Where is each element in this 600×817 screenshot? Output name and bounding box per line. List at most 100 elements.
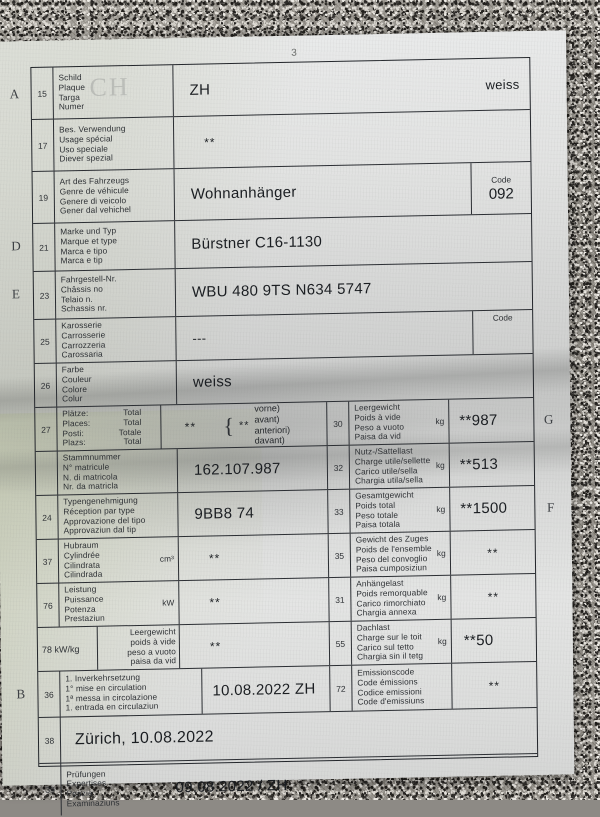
total-weight-cell: 33 Gesamtgewicht Poids total Peso totale… (328, 486, 534, 534)
row-number: 33 (328, 489, 351, 534)
row-number: 78 kW/kg (37, 626, 99, 671)
row-number: 38 (38, 717, 62, 763)
label-rm: Plazs: (62, 437, 86, 448)
top-right-note: weiss (485, 76, 520, 92)
unit-label: kg (437, 591, 447, 602)
unit-label: kg (436, 547, 446, 558)
label-rm: Code d'emissiuns (357, 695, 425, 707)
unit-label: cm³ (159, 552, 174, 564)
row-value-power-weight: ** (209, 638, 222, 654)
payload-cell: 32 Nutz-/Sattellast Charge utile/sellett… (327, 442, 534, 490)
row-value-special-use: ** (204, 134, 216, 150)
label-rm: Numer (58, 101, 85, 112)
code-label: Code (491, 173, 512, 185)
row-number: 24 (36, 495, 59, 539)
label-rm: Chargia sin il tetg (356, 650, 424, 662)
row-label-train-weight: Gewicht des Zuges Poids de l'ensemble Pe… (350, 531, 452, 577)
vehicle-registration-document: 3 A 15 Schild Plaque Targa Numer CH ZH w… (0, 30, 575, 816)
stammnummer-cell: Stammnummer N° matricule N. di matricola… (35, 446, 329, 495)
row-label-roof-load: Dachlast Charge sur le toit Carico sul t… (351, 619, 453, 665)
power-cell: 76 Leistung Puissance Potenza Prestaziun… (37, 578, 330, 627)
row-number: 36 (38, 671, 61, 717)
train-weight-cell: 35 Gewicht des Zuges Poids de l'ensemble… (328, 530, 535, 578)
unit-label: kg (436, 503, 446, 514)
row-value-first-registration: 10.08.2022 ZH (212, 680, 316, 700)
row-label-seats: Plätze: Total Places: Total Posti: Totale P… (57, 405, 162, 451)
row-value-plate: CH ZH weiss (89, 58, 530, 116)
label-rm: Prestaziun (64, 612, 105, 624)
paper-wrapper: 3 A 15 Schild Plaque Targa Numer CH ZH w… (0, 0, 600, 800)
label-rm: Approvaziun dal tip (63, 524, 137, 536)
label-rm: Nr. da matricla (63, 480, 119, 492)
margin-letter-e: E (11, 286, 20, 302)
brace-icon: { (223, 412, 235, 438)
code-cell-vehicle-type: Code 092 (470, 161, 532, 215)
unit-label: kg (437, 635, 447, 646)
label-de: vorne) (254, 403, 280, 414)
label-rm: Paisa da vid (354, 430, 402, 442)
table-row-inspections: 39 Prüfungen Expertises Perizie Examinaz… (39, 754, 537, 816)
label-rm: Schassis nr. (61, 302, 108, 314)
row-value-make-type: Bürstner C16-1130 (191, 233, 323, 253)
row-label-colour: Farbe Couleur Colore Colur (56, 361, 178, 407)
row-value-stammnummer: 162.107.987 (193, 460, 281, 479)
row-value-payload: **513 (459, 455, 499, 474)
plate-value: ZH (189, 81, 211, 99)
row-number: 26 (34, 363, 58, 407)
row-value-body: --- (192, 330, 207, 346)
code-cell-body: Code (472, 309, 533, 355)
row-label-special-use: Bes. Verwendung Usage spécial Uso specia… (53, 117, 175, 171)
label-fr: avant) (254, 413, 280, 425)
label-total-rm: Total (123, 435, 142, 447)
label-it: anteriori) (254, 424, 291, 436)
label-rm: 1. entrada en circulaziun (65, 700, 159, 713)
code-label: Code (492, 312, 513, 323)
row-value-emission-code: ** (488, 678, 501, 693)
row-value-total-weight: **1500 (460, 499, 508, 518)
row-number: 15 (31, 67, 54, 119)
label-rm: Colur (62, 393, 83, 404)
label-rm: Gener dal vehichel (59, 204, 132, 216)
row-label-displacement: Hubraum Cylindrée Cilindrata Cilindrada … (58, 537, 180, 583)
row-label-stammnummer: Stammnummer N° matricule N. di matricola… (57, 449, 179, 495)
label-rm: davant) (254, 435, 285, 446)
first-registration-cell: 36 1. Inverkehrsetzung 1° mise en circul… (38, 666, 331, 717)
seats-total-value: ** (184, 419, 197, 434)
document-table: A 15 Schild Plaque Targa Numer CH ZH wei… (10, 56, 554, 816)
margin-letter-f: F (547, 499, 555, 515)
row-label-inspections: Prüfungen Expertises Perizie Examinaziun… (61, 762, 162, 816)
row-label-vehicle-type: Art des Fahrzeugs Genre de véhicule Gene… (54, 169, 176, 223)
row-label-unladen-weight: Leergewicht Poids à vide Peso a vuoto Pa… (349, 399, 450, 445)
row-value-roof-load: **50 (463, 631, 494, 650)
code-value: 092 (488, 184, 514, 203)
row-number: 76 (37, 583, 60, 627)
seats-front-labels: vorne) avant) anteriori) davant) (254, 403, 290, 446)
label-rm: Diever spezial (59, 152, 113, 164)
roof-load-cell: 55 Dachlast Charge sur le toit Carico su… (329, 618, 536, 666)
row-value-displacement: ** (208, 550, 221, 566)
margin-letter-a: A (9, 86, 20, 102)
row-number: 25 (34, 319, 57, 363)
label-rm: Chargia annexa (356, 606, 417, 618)
row-number: 23 (33, 271, 57, 319)
margin-letter-d: D (11, 238, 21, 254)
label-rm: Carossaria (61, 348, 103, 360)
page-number: 3 (291, 47, 297, 59)
row-label-total-weight: Gesamtgewicht Poids total Peso totale Pa… (350, 487, 451, 533)
label-rm: Paisa totala (355, 518, 401, 530)
seats-front-value: ** (238, 419, 250, 432)
margin-letter-g: G (543, 411, 554, 427)
row-label-payload: Nutz-/Sattellast Charge utile/sellette C… (349, 443, 451, 489)
row-value-trailer-load: ** (487, 589, 500, 604)
row-number: 37 (36, 539, 60, 583)
trailer-load-cell: 31 Anhängelast Poids remorquable Carico … (329, 574, 535, 622)
label-rm: Paisa cumposiziun (355, 562, 427, 574)
row-number: 19 (32, 171, 56, 223)
row-value-vehicle-type: Wohnanhänger (190, 183, 297, 203)
unit-label: kg (435, 415, 445, 426)
row-label-plate: Schild Plaque Targa Numer (53, 65, 174, 119)
row-label-type-approval: Typengenehmigung Réception par type Appr… (58, 493, 179, 539)
unit-label: kW (162, 596, 175, 608)
row-label-chassis: Fahrgestell-Nr. Châssis no Telaio n. Sch… (55, 269, 177, 319)
label-rm: Chargia utila/sella (354, 474, 423, 486)
